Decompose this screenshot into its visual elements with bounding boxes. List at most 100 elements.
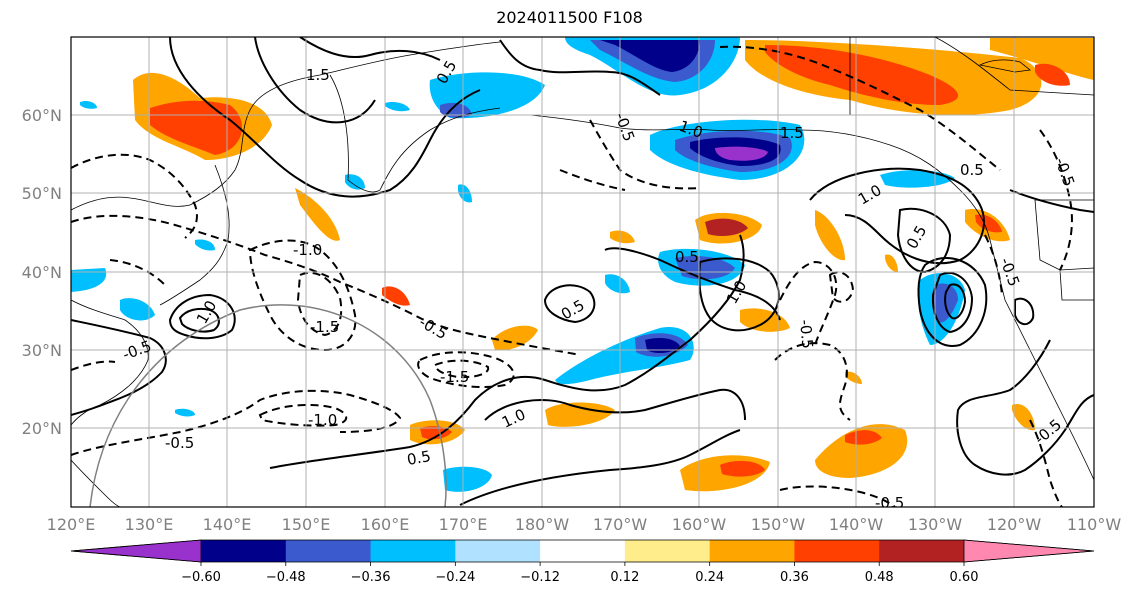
contour-line [299, 37, 441, 61]
coastline [529, 114, 801, 131]
contour-line [828, 271, 855, 303]
contour-line [269, 234, 745, 469]
contour-label: -1.0 [308, 411, 337, 429]
lon-label: 120°E [47, 515, 96, 534]
contour-label: -0.5 [875, 494, 904, 512]
shaded-positive-anomalies [133, 38, 1094, 492]
anomaly-blob [385, 101, 410, 112]
lat-label: 40°N [22, 263, 62, 282]
coastline [71, 41, 501, 211]
contour-line [809, 167, 985, 265]
contour-label: 0.5 [675, 248, 699, 266]
anomaly-blob [175, 408, 195, 417]
lon-label: 130°W [908, 515, 963, 534]
colorbar-tick-label: 0.36 [780, 570, 809, 585]
contour-line [168, 293, 236, 340]
colorbar: −0.60 −0.48 −0.36 −0.24 −0.12 0.12 0.24 0.36 0.4… [70, 539, 1095, 585]
anomaly-blob [420, 426, 452, 440]
anomaly-blob [382, 286, 410, 306]
lon-label: 140°W [829, 515, 884, 534]
anomaly-blob [765, 45, 959, 105]
contour-line [559, 169, 626, 191]
anomaly-blob [195, 239, 215, 251]
contour-line [917, 256, 988, 347]
latitude-labels: 60°N 50°N 40°N 30°N 20°N [22, 106, 62, 438]
anomaly-blob [600, 40, 700, 72]
contour-line [169, 37, 481, 198]
anomaly-blob [120, 298, 155, 321]
anomaly-blob [1012, 404, 1035, 431]
lon-label: 150°E [282, 515, 331, 534]
contour-line [719, 45, 1001, 171]
shaded-negative-anomalies [71, 37, 965, 492]
lon-label: 170°E [439, 515, 488, 534]
lon-label: 170°W [593, 515, 648, 534]
anomaly-blob [150, 100, 242, 155]
contour-line [71, 319, 167, 416]
anomaly-blob [885, 254, 898, 272]
anomaly-blob [720, 460, 765, 477]
anomaly-blob [605, 274, 630, 294]
anomaly-blob [705, 218, 748, 236]
anomaly-blob [610, 230, 635, 244]
lon-label: 150°W [751, 515, 806, 534]
contour-label: -1.5 [310, 318, 339, 336]
contour-line [774, 342, 851, 421]
anomaly-blob [1035, 63, 1070, 86]
contour-label: 1.5 [306, 66, 330, 84]
coastline [159, 164, 230, 306]
lat-label: 60°N [22, 106, 62, 125]
colorbar-segment [540, 540, 626, 562]
contour-line [499, 39, 661, 96]
map-title: 2024011500 F108 [496, 8, 643, 27]
lon-label: 180°W [515, 515, 570, 534]
colorbar-tick-label: 0.60 [950, 570, 979, 585]
colorbar-segment [370, 540, 456, 562]
contours-solid [71, 37, 1094, 506]
anomaly-blob [845, 371, 862, 384]
anomaly-blob [545, 402, 615, 427]
border [1034, 199, 1094, 301]
lon-label: 130°E [125, 515, 174, 534]
contour-label: -0.5 [165, 434, 194, 452]
anomaly-blob [815, 424, 908, 478]
anomaly-blob [990, 38, 1094, 80]
lon-label: 160°E [361, 515, 410, 534]
contour-line [71, 389, 402, 456]
anomaly-blob [492, 325, 538, 351]
anomaly-blob [80, 100, 97, 109]
longitude-labels: 120°E 130°E 140°E 150°E 160°E 170°E 180°… [47, 515, 1122, 534]
coastline [71, 459, 121, 507]
contour-line [984, 234, 1003, 296]
contour-line [178, 307, 220, 333]
contour-line [254, 37, 376, 124]
anomaly-blob [345, 174, 365, 190]
anomaly-blob [71, 268, 107, 292]
lon-label: 160°W [672, 515, 727, 534]
projection-circle [89, 304, 447, 507]
lon-label: 140°E [203, 515, 252, 534]
contour-line [258, 403, 348, 427]
contour-labels: 1.5 -0.5 0.5 1.0 -1.0 -1.5 -0.5 0.5 1.0 … [120, 57, 1078, 512]
colorbar-extension-low [70, 539, 202, 563]
contour-line [956, 339, 1094, 476]
lat-label: 50°N [22, 184, 62, 203]
contour-line [248, 239, 357, 352]
anomaly-blob [815, 210, 845, 261]
colorbar-tick-label: −0.36 [351, 570, 391, 585]
gridlines [71, 37, 1094, 507]
colorbar-tick-label: −0.48 [266, 570, 306, 585]
coastline [978, 59, 1031, 73]
colorbar-tick-label: 0.48 [865, 570, 894, 585]
plot-frame [70, 36, 1095, 508]
coastlines [71, 37, 1094, 507]
contour-line [484, 388, 746, 421]
contour-line [71, 153, 198, 239]
lat-label: 20°N [22, 419, 62, 438]
contour-label: 0.5 [960, 161, 984, 179]
colorbar-segment [794, 540, 880, 562]
contour-line [71, 360, 116, 371]
colorbar-extension-high [963, 539, 1095, 563]
colorbar-tick-label: 0.12 [610, 570, 639, 585]
